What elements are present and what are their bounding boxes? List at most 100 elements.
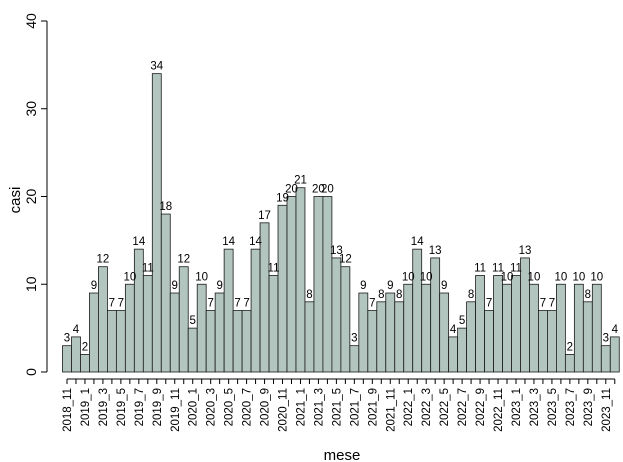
bar-2023_11: [600, 345, 611, 373]
x-tick-label-2021_1: 2021_1: [295, 388, 307, 426]
bar-2023_5: [547, 310, 557, 373]
x-tick-label-2019_11: 2019_11: [170, 388, 182, 432]
data-label-2021_1: 21: [294, 175, 307, 187]
bar-2019_6: [124, 283, 135, 373]
bar-2022_1: [403, 283, 414, 373]
data-label-2019_9: 34: [150, 61, 163, 73]
x-tick-label-2021_3: 2021_3: [313, 388, 325, 426]
bar-2022_7: [457, 327, 467, 373]
bar-2021_8: [358, 292, 369, 373]
x-tick-label-2023_11: 2023_11: [601, 388, 613, 432]
x-axis-label: mese: [324, 447, 361, 462]
data-label-2021_12: 8: [396, 289, 402, 301]
x-tick-label-2018_11: 2018_11: [62, 388, 74, 432]
bar-2019_4: [107, 310, 117, 373]
bar-2021_4: [322, 196, 333, 373]
data-label-2021_8: 9: [360, 280, 366, 292]
bar-2021_3: [313, 196, 324, 373]
data-label-2019_12: 12: [177, 254, 190, 266]
bar-2022_8: [466, 301, 476, 373]
bar-2023_10: [591, 283, 602, 373]
x-axis-ticks: 2018_11 2019_1 2019_3 2019_5 2019_7 2019_9 201…: [62, 379, 616, 432]
data-label-2018_11: 3: [64, 333, 70, 345]
x-tick-label-2023_1: 2023_1: [511, 388, 523, 426]
bar-2020_4: [214, 292, 225, 373]
data-label-2021_10: 8: [378, 289, 384, 301]
data-label-2021_4: 20: [321, 184, 334, 196]
bar-2020_12: [286, 196, 297, 373]
data-label-2023_9: 8: [585, 289, 591, 301]
data-label-2021_5: 13: [330, 245, 343, 257]
bar-2020_3: [205, 310, 216, 373]
bar-2023_7: [564, 354, 575, 373]
x-tick-label-2022_1: 2022_1: [403, 388, 415, 426]
x-tick-label-2022_5: 2022_5: [439, 388, 451, 426]
data-label-2020_8: 14: [249, 236, 262, 248]
y-tick-label-0: 0: [23, 368, 39, 376]
data-label-2020_7: 7: [243, 298, 249, 310]
data-label-2023_4: 7: [540, 298, 546, 310]
data-label-2021_2: 8: [306, 289, 312, 301]
bar-2019_8: [142, 275, 153, 373]
y-tick-label-20: 20: [23, 189, 39, 205]
x-tick-label-2019_9: 2019_9: [152, 388, 164, 426]
data-label-2023_11: 3: [603, 333, 609, 345]
data-label-2023_6: 10: [554, 271, 567, 283]
bar-2019_11: [169, 292, 180, 373]
y-tick-label-40: 40: [23, 13, 39, 29]
x-tick-label-2020_7: 2020_7: [242, 388, 254, 426]
x-tick-label-2020_3: 2020_3: [206, 388, 218, 426]
bar-2021_9: [367, 310, 378, 373]
bar-2022_12: [502, 283, 512, 373]
x-tick-label-2022_9: 2022_9: [475, 388, 487, 426]
bar-2023_4: [538, 310, 548, 373]
bar-2021_10: [376, 301, 387, 373]
bar-2022_3: [421, 283, 432, 373]
data-label-2022_1: 10: [402, 271, 415, 283]
data-label-2023_5: 7: [549, 298, 555, 310]
data-label-2023_3: 10: [528, 271, 541, 283]
data-label-2020_2: 10: [195, 271, 208, 283]
data-label-2023_7: 2: [567, 341, 573, 353]
x-tick-label-2019_5: 2019_5: [116, 388, 128, 426]
data-label-2020_5: 14: [222, 236, 235, 248]
bar-2019_9: [151, 73, 162, 373]
bar-2020_1: [187, 327, 198, 373]
data-label-2022_6: 4: [450, 324, 457, 336]
x-tick-label-2019_7: 2019_7: [134, 388, 146, 426]
bar-2021_5: [331, 257, 342, 373]
bar-2022_10: [484, 310, 494, 373]
y-axis-label: casi: [7, 187, 24, 214]
x-tick-label-2021_5: 2021_5: [331, 388, 343, 426]
data-label-2020_1: 5: [190, 315, 196, 327]
data-label-2022_8: 8: [468, 289, 474, 301]
bar-2020_6: [232, 310, 243, 373]
bar-2018_11: [62, 345, 72, 373]
x-tick-label-2023_7: 2023_7: [565, 388, 577, 426]
data-label-2019_1: 2: [82, 341, 88, 353]
bar-2020_2: [196, 283, 207, 373]
bar-2022_2: [412, 248, 423, 373]
bar-2020_10: [268, 275, 279, 373]
bar-2021_7: [349, 345, 360, 373]
x-tick-label-2020_9: 2020_9: [260, 388, 272, 426]
bar-2019_3: [98, 266, 108, 373]
data-label-2022_5: 9: [441, 280, 447, 292]
data-label-2019_10: 18: [159, 201, 172, 213]
data-label-2020_6: 7: [234, 298, 240, 310]
data-label-2020_4: 9: [216, 280, 222, 292]
x-tick-label-2022_7: 2022_7: [457, 388, 469, 426]
data-label-2019_4: 7: [109, 298, 115, 310]
data-label-2022_7: 5: [459, 315, 465, 327]
x-tick-label-2021_7: 2021_7: [349, 388, 361, 426]
bar-2021_1: [295, 187, 306, 373]
bar-2021_11: [385, 292, 396, 373]
x-tick-label-2023_5: 2023_5: [547, 388, 559, 426]
data-label-2019_3: 12: [97, 254, 110, 266]
data-label-2021_9: 7: [369, 298, 375, 310]
x-tick-label-2019_1: 2019_1: [80, 388, 92, 426]
data-label-2018_12: 4: [73, 324, 80, 336]
data-label-2022_10: 7: [486, 298, 492, 310]
